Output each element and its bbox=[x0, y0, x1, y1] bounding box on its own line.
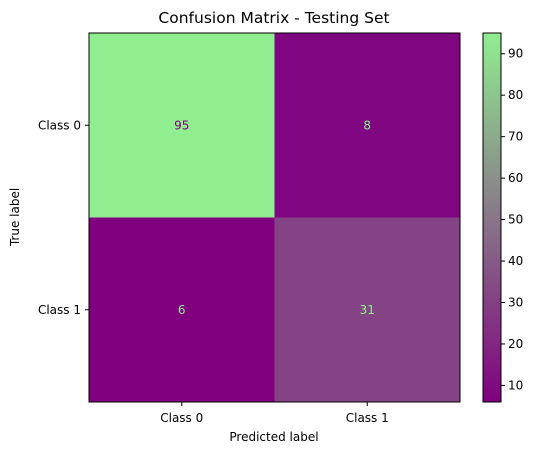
colorbar-tick-label: 10 bbox=[508, 378, 523, 392]
colorbar-tick-label: 40 bbox=[508, 254, 523, 268]
matrix-cell bbox=[89, 217, 275, 402]
colorbar-ticks: 10 20 30 40 50 60 70 80 90 bbox=[501, 47, 523, 392]
colorbar-tick-label: 80 bbox=[508, 88, 523, 102]
y-tick-label: Class 1 bbox=[38, 303, 81, 317]
plot-frame bbox=[88, 32, 461, 403]
colorbar-tick-label: 50 bbox=[508, 213, 523, 227]
colorbar-tick-label: 60 bbox=[508, 171, 523, 185]
cell-value-label: 8 bbox=[363, 118, 371, 132]
matrix-cell bbox=[274, 217, 460, 402]
colorbar-tick-label: 20 bbox=[508, 337, 523, 351]
x-axis-ticks: Class 0 Class 1 bbox=[160, 402, 389, 425]
matrix-cells bbox=[89, 33, 460, 402]
cell-value-label: 6 bbox=[178, 303, 186, 317]
cell-value-label: 95 bbox=[174, 118, 189, 132]
x-axis-label: Predicted label bbox=[229, 430, 318, 444]
x-tick-label: Class 1 bbox=[346, 411, 389, 425]
cell-value-labels: 95 8 6 31 bbox=[174, 118, 375, 317]
colorbar-tick-label: 30 bbox=[508, 295, 523, 309]
chart-title: Confusion Matrix - Testing Set bbox=[158, 9, 389, 27]
matrix-cell bbox=[89, 33, 275, 218]
colorbar-tick-label: 90 bbox=[508, 47, 523, 61]
y-axis-ticks: Class 0 Class 1 bbox=[38, 118, 89, 317]
y-tick-label: Class 0 bbox=[38, 118, 81, 132]
matrix-cell bbox=[274, 33, 460, 218]
x-tick-label: Class 0 bbox=[160, 411, 203, 425]
y-axis-label: True label bbox=[8, 188, 22, 247]
cell-value-label: 31 bbox=[360, 303, 375, 317]
colorbar bbox=[482, 32, 502, 403]
colorbar-tick-label: 70 bbox=[508, 130, 523, 144]
